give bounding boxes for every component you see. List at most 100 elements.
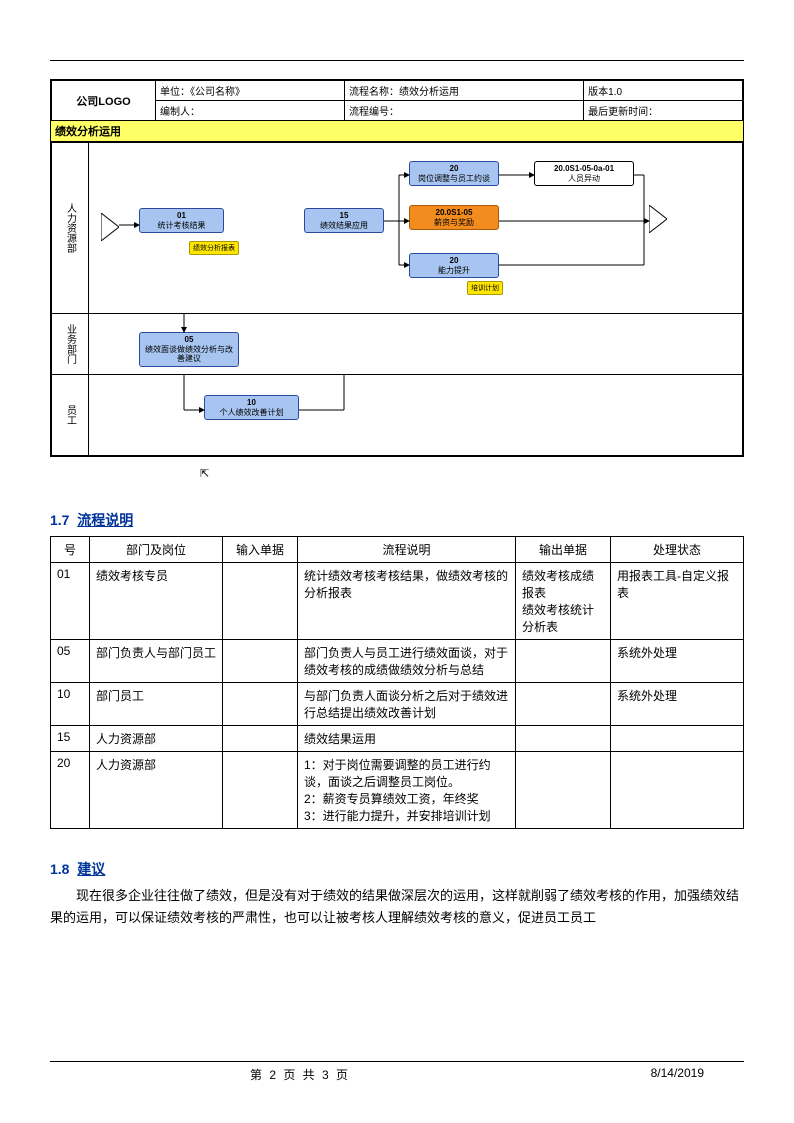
- node-20c: 20 能力提升: [409, 253, 499, 278]
- node-01: 01 统计考核结果: [139, 208, 224, 233]
- section-18-body: 现在很多企业往往做了绩效，但是没有对于绩效的结果做深层次的运用，这样就削弱了绩效…: [50, 885, 744, 929]
- table-cell: [223, 563, 298, 640]
- tag-01: 绩效分析报表: [189, 241, 239, 255]
- logo-cell: 公司LOGO: [52, 81, 156, 121]
- flowchart-container: 公司LOGO 单位：《公司名称》 流程名称：绩效分析运用 版本1.0 编制人： …: [50, 79, 744, 457]
- node-05-num: 05: [144, 335, 234, 345]
- table-cell: 10: [51, 683, 90, 726]
- section-17-heading: 1.7 流程说明: [50, 510, 744, 530]
- table-cell: 01: [51, 563, 90, 640]
- node-01-label: 统计考核结果: [158, 221, 206, 230]
- lane-emp-body: 10 个人绩效改善计划: [89, 375, 743, 456]
- lane-hr-body: 01 统计考核结果 绩效分析报表 15 绩效结果应用 20 岗位调整与员工约谈: [89, 143, 743, 314]
- node-20b-label: 薪资与奖励: [434, 218, 474, 227]
- node-20a-label: 岗位调整与员工约谈: [418, 174, 490, 183]
- node-20a-num: 20: [414, 164, 494, 174]
- table-cell: 绩效考核成绩报表 绩效考核统计分析表: [516, 563, 611, 640]
- table-cell: [611, 726, 744, 752]
- table-cell: 部门员工: [90, 683, 223, 726]
- table-cell: 与部门负责人面谈分析之后对于绩效进行总结提出绩效改善计划: [298, 683, 516, 726]
- table-cell: [516, 640, 611, 683]
- swimlane-title: 绩效分析运用: [51, 121, 743, 142]
- table-cell: [223, 640, 298, 683]
- updated-cell: 最后更新时间：: [584, 101, 743, 121]
- th-desc: 流程说明: [298, 537, 516, 563]
- swimlane-table: 人力资源部 01 统计考核结果 绩效分析报表 15 绩效结果应: [51, 142, 743, 456]
- table-row: 05部门负责人与部门员工 部门负责人与员工进行绩效面谈，对于绩效考核的成绩做绩效分…: [51, 640, 744, 683]
- page-date: 8/14/2019: [651, 1066, 704, 1083]
- table-row: 20人力资源部1：对于岗位需要调整的员工进行约谈，面谈之后调整员工岗位。 2：薪…: [51, 752, 744, 829]
- top-rule: [50, 60, 744, 61]
- node-20b: 20.0S1-05 薪资与奖励: [409, 205, 499, 230]
- lane-biz-body: 05 绩效面谈做绩效分析与改善建议: [89, 314, 743, 375]
- table-cell: 15: [51, 726, 90, 752]
- node-10: 10 个人绩效改善计划: [204, 395, 299, 420]
- table-cell: 用报表工具-自定义报表: [611, 563, 744, 640]
- table-cell: 05: [51, 640, 90, 683]
- table-cell: 系统外处理: [611, 640, 744, 683]
- section-17-num: 1.7: [50, 512, 69, 528]
- section-18-heading: 1.8 建议: [50, 859, 744, 879]
- node-10-num: 10: [209, 398, 294, 408]
- table-cell: 人力资源部: [90, 726, 223, 752]
- table-cell: 部门负责人与员工进行绩效面谈，对于绩效考核的成绩做绩效分析与总结: [298, 640, 516, 683]
- header-table: 公司LOGO 单位：《公司名称》 流程名称：绩效分析运用 版本1.0 编制人： …: [51, 80, 743, 121]
- node-15-label: 绩效结果应用: [320, 221, 368, 230]
- table-cell: [516, 683, 611, 726]
- node-ext: 20.0S1-05-0a-01 人员异动: [534, 161, 634, 186]
- node-20b-num: 20.0S1-05: [414, 208, 494, 218]
- unit-cell: 单位：《公司名称》: [156, 81, 345, 101]
- table-cell: 绩效结果运用: [298, 726, 516, 752]
- node-10-label: 个人绩效改善计划: [220, 408, 284, 417]
- page-number: 第 2 页 共 3 页: [250, 1066, 350, 1083]
- th-in: 输入单据: [223, 537, 298, 563]
- lane-label-hr: 人力资源部: [52, 143, 89, 314]
- author-cell: 编制人：: [156, 101, 345, 121]
- node-15-num: 15: [309, 211, 379, 221]
- table-cell: [516, 726, 611, 752]
- table-row: 15人力资源部 绩效结果运用: [51, 726, 744, 752]
- flowno-cell: 流程编号：: [344, 101, 583, 121]
- th-no: 号: [51, 537, 90, 563]
- node-15: 15 绩效结果应用: [304, 208, 384, 233]
- lane-label-emp: 员工: [52, 375, 89, 456]
- table-cell: [611, 752, 744, 829]
- lane-emp-arrows: [89, 375, 749, 455]
- lane-label-biz: 业务部门: [52, 314, 89, 375]
- flowname-cell: 流程名称：绩效分析运用: [344, 81, 583, 101]
- process-table: 号 部门及岗位 输入单据 流程说明 输出单据 处理状态 01绩效考核专员统计绩效…: [50, 536, 744, 829]
- version-cell: 版本1.0: [584, 81, 743, 101]
- unit-label: 单位：: [160, 87, 190, 98]
- table-cell: 1：对于岗位需要调整的员工进行约谈，面谈之后调整员工岗位。 2：薪资专员算绩效工…: [298, 752, 516, 829]
- table-row: 01绩效考核专员统计绩效考核考核结果，做绩效考核的分析报表绩效考核成绩报表 绩效…: [51, 563, 744, 640]
- node-05: 05 绩效面谈做绩效分析与改善建议: [139, 332, 239, 367]
- tag-20c: 培训计划: [467, 281, 503, 295]
- section-18-title: 建议: [77, 861, 105, 877]
- table-cell: 系统外处理: [611, 683, 744, 726]
- table-header-row: 号 部门及岗位 输入单据 流程说明 输出单据 处理状态: [51, 537, 744, 563]
- end-icon: [649, 205, 667, 233]
- node-ext-num: 20.0S1-05-0a-01: [539, 164, 629, 174]
- table-cell: 绩效考核专员: [90, 563, 223, 640]
- node-20c-num: 20: [414, 256, 494, 266]
- flowname-label: 流程名称：: [349, 87, 399, 98]
- anchor-symbol: ⇱: [200, 467, 744, 480]
- section-17-title: 流程说明: [77, 512, 133, 528]
- node-ext-label: 人员异动: [568, 174, 600, 183]
- start-icon: [101, 213, 119, 241]
- table-cell: [223, 726, 298, 752]
- node-20a: 20 岗位调整与员工约谈: [409, 161, 499, 186]
- section-18-num: 1.8: [50, 861, 69, 877]
- table-row: 10部门员工 与部门负责人面谈分析之后对于绩效进行总结提出绩效改善计划 系统外处理: [51, 683, 744, 726]
- node-01-num: 01: [144, 211, 219, 221]
- node-05-label: 绩效面谈做绩效分析与改善建议: [145, 345, 233, 364]
- table-cell: 统计绩效考核考核结果，做绩效考核的分析报表: [298, 563, 516, 640]
- th-dept: 部门及岗位: [90, 537, 223, 563]
- unit-value: 《公司名称》: [190, 87, 245, 98]
- table-cell: 部门负责人与部门员工: [90, 640, 223, 683]
- node-20c-label: 能力提升: [438, 266, 470, 275]
- table-cell: 人力资源部: [90, 752, 223, 829]
- page-footer: 第 2 页 共 3 页 8/14/2019: [50, 1061, 744, 1083]
- table-cell: [223, 752, 298, 829]
- table-cell: [516, 752, 611, 829]
